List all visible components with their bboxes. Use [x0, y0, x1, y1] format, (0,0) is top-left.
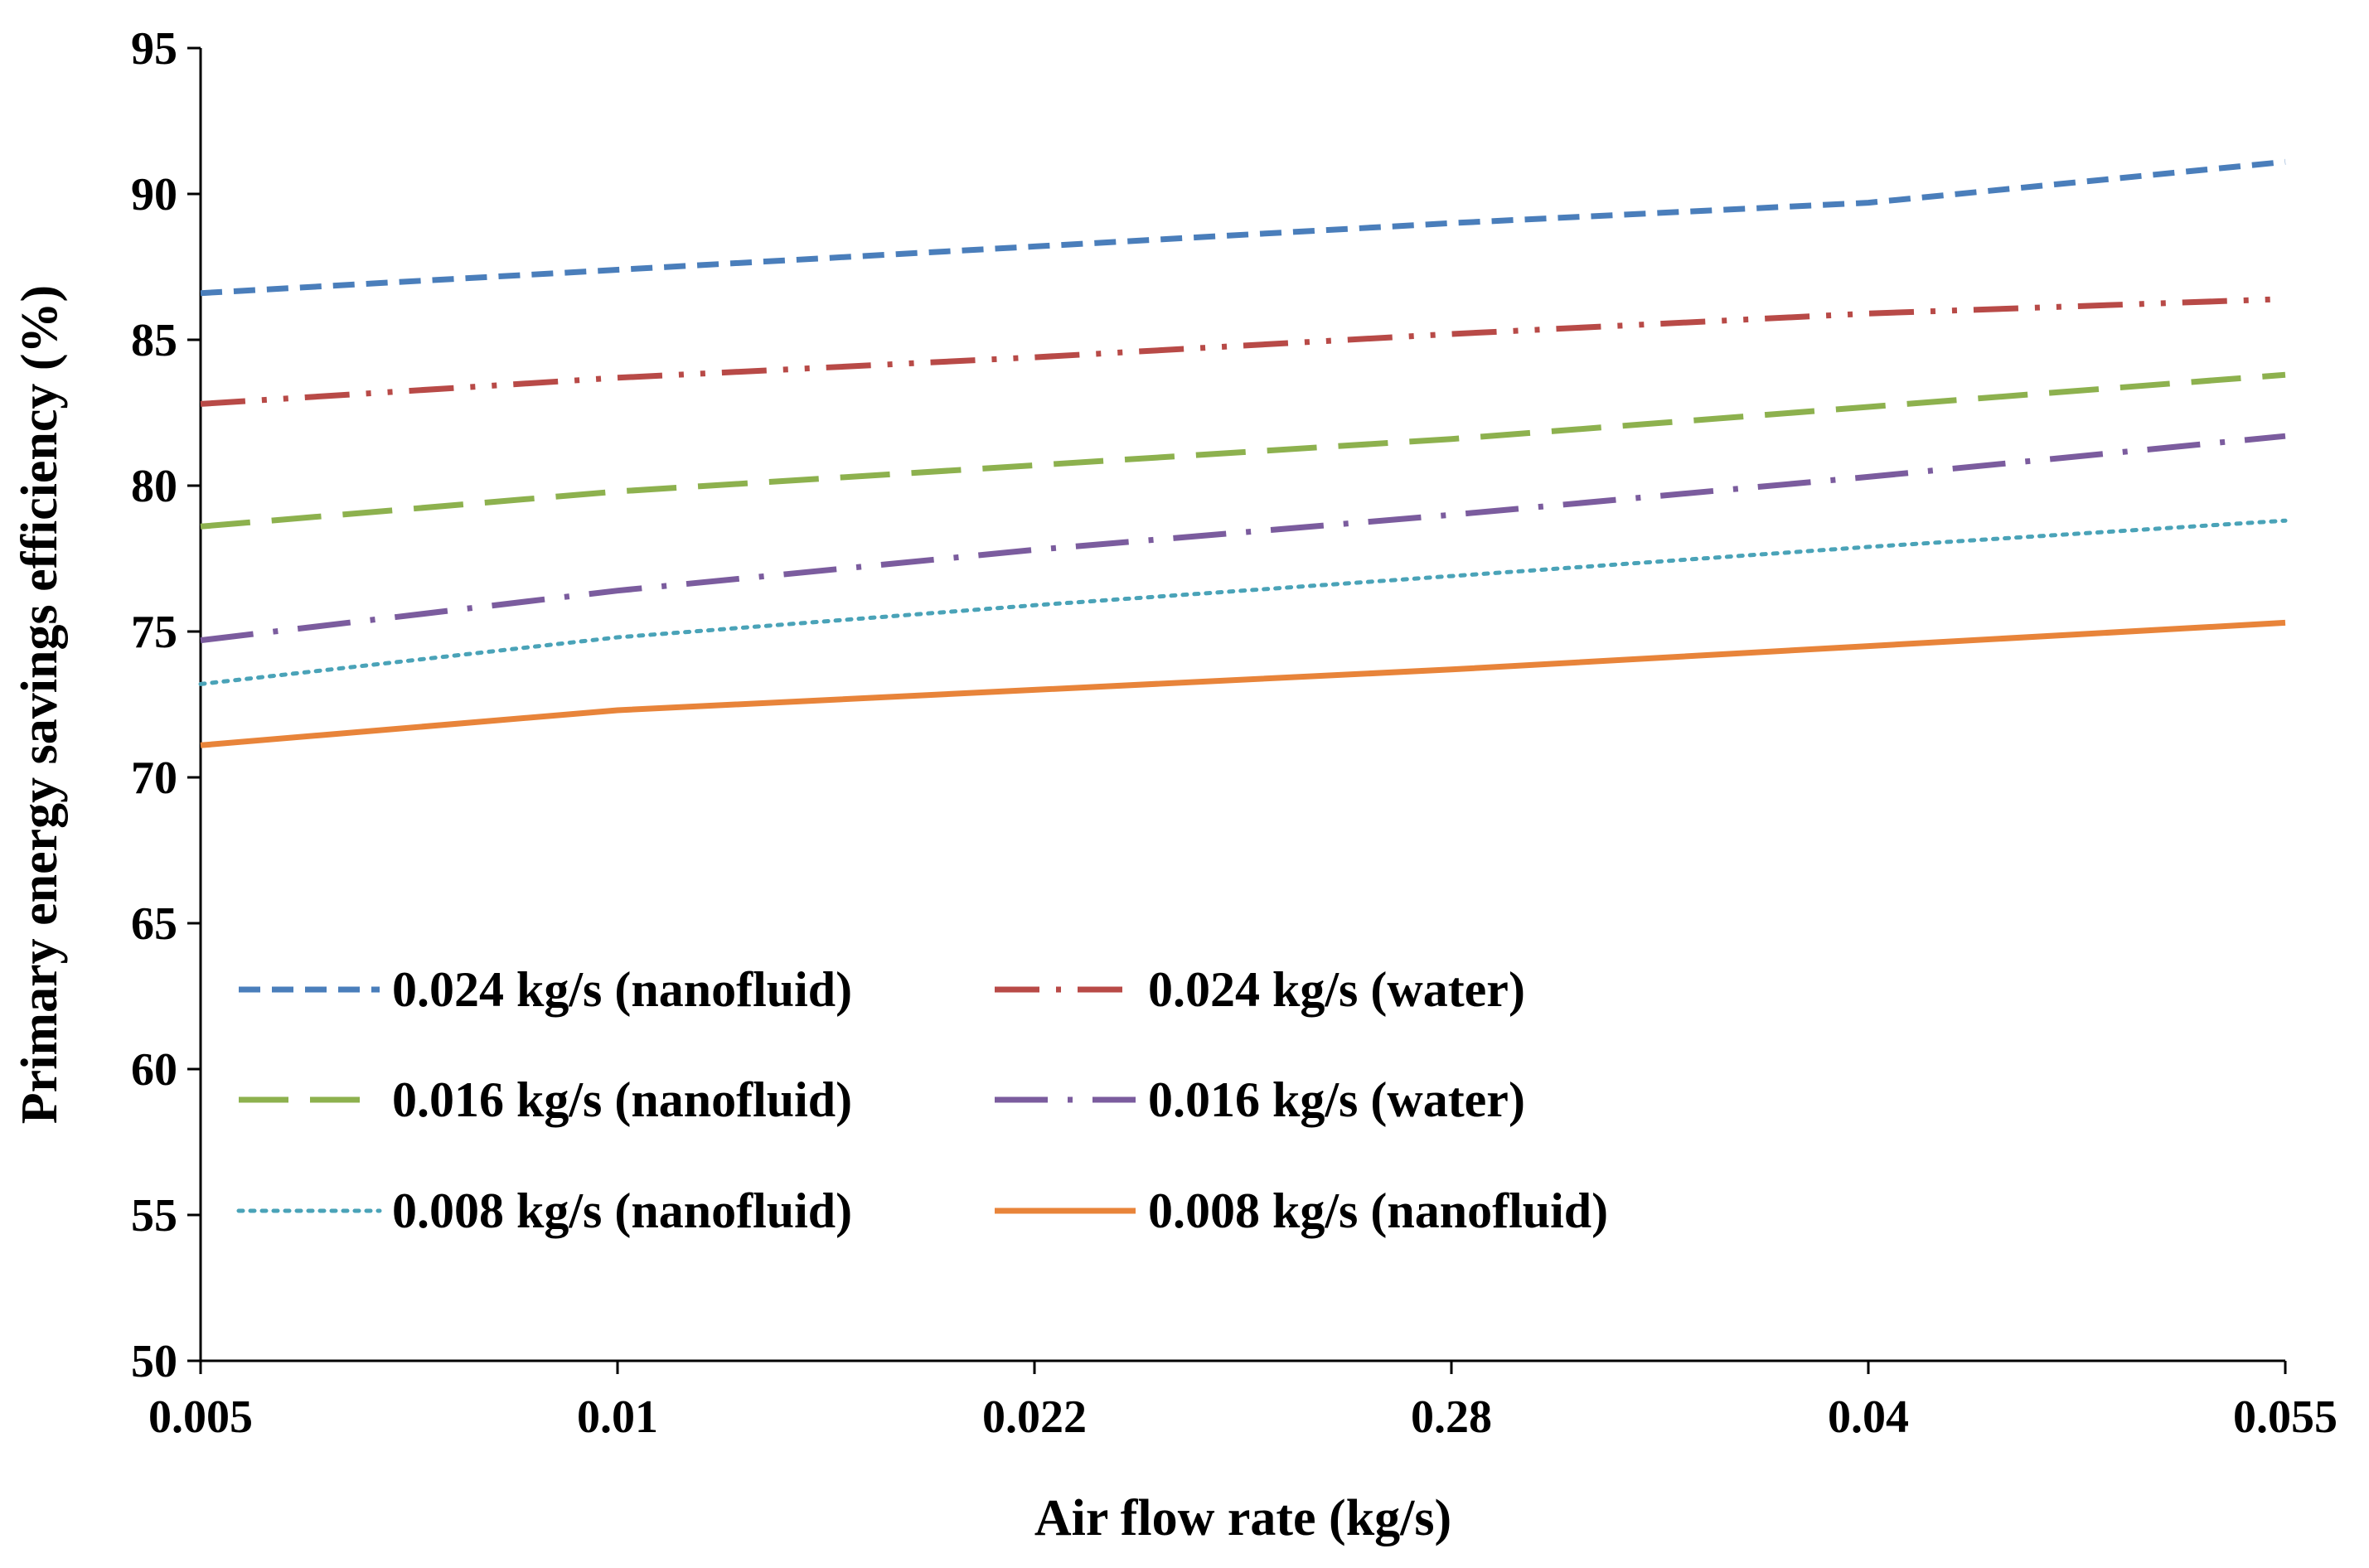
legend-label: 0.008 kg/s (nanofluid) [392, 1183, 852, 1238]
y-axis-title: Primary energy savings efficiency (%) [12, 285, 68, 1124]
series-line-5 [198, 518, 2288, 686]
legend-label: 0.024 kg/s (water) [1148, 962, 1525, 1017]
series-line-2 [200, 296, 2286, 407]
y-tick-label: 75 [131, 607, 177, 658]
legend-label: 0.016 kg/s (water) [1148, 1072, 1525, 1127]
y-tick-label: 95 [131, 23, 177, 75]
y-tick-label: 80 [131, 461, 177, 512]
legend-label: 0.024 kg/s (nanofluid) [392, 962, 852, 1017]
series-line-6 [200, 619, 2286, 748]
y-tick-label: 65 [131, 898, 177, 950]
legend-item: 0.016 kg/s (water) [995, 1072, 1525, 1127]
y-tick-label: 50 [131, 1336, 177, 1387]
legend-item: 0.024 kg/s (nanofluid) [239, 962, 852, 1017]
y-tick-label: 70 [131, 753, 177, 804]
y-tick-label: 60 [131, 1044, 177, 1096]
x-tick-label: 0.005 [148, 1391, 253, 1443]
x-tick-label: 0.022 [982, 1391, 1087, 1443]
y-tick-label: 85 [131, 315, 177, 366]
axes: 50 55 60 65 70 75 80 85 90 95 0.005 0.01 0.022 0.28 0.… [131, 23, 2338, 1443]
legend-label: 0.008 kg/s (nanofluid) [1148, 1183, 1608, 1238]
x-tick-label: 0.04 [1828, 1391, 1909, 1443]
legend: 0.024 kg/s (nanofluid) 0.024 kg/s (water)… [236, 962, 1608, 1238]
x-axis-title: Air flow rate (kg/s) [1034, 1490, 1451, 1546]
series-line-4 [200, 433, 2286, 644]
y-tick-label: 55 [131, 1190, 177, 1241]
series-line-1 [200, 158, 2286, 297]
legend-item: 0.024 kg/s (water) [995, 962, 1525, 1017]
legend-item: 0.008 kg/s (nanofluid) [995, 1183, 1608, 1238]
x-tick-label: 0.055 [2233, 1391, 2338, 1443]
legend-item: 0.016 kg/s (nanofluid) [239, 1072, 852, 1127]
x-tick-label: 0.28 [1411, 1391, 1492, 1443]
legend-item: 0.008 kg/s (nanofluid) [236, 1183, 852, 1238]
x-tick-label: 0.01 [577, 1391, 658, 1443]
legend-label: 0.016 kg/s (nanofluid) [392, 1072, 852, 1127]
series-line-3 [200, 371, 2286, 530]
y-tick-label: 90 [131, 169, 177, 220]
series-lines [198, 158, 2288, 748]
